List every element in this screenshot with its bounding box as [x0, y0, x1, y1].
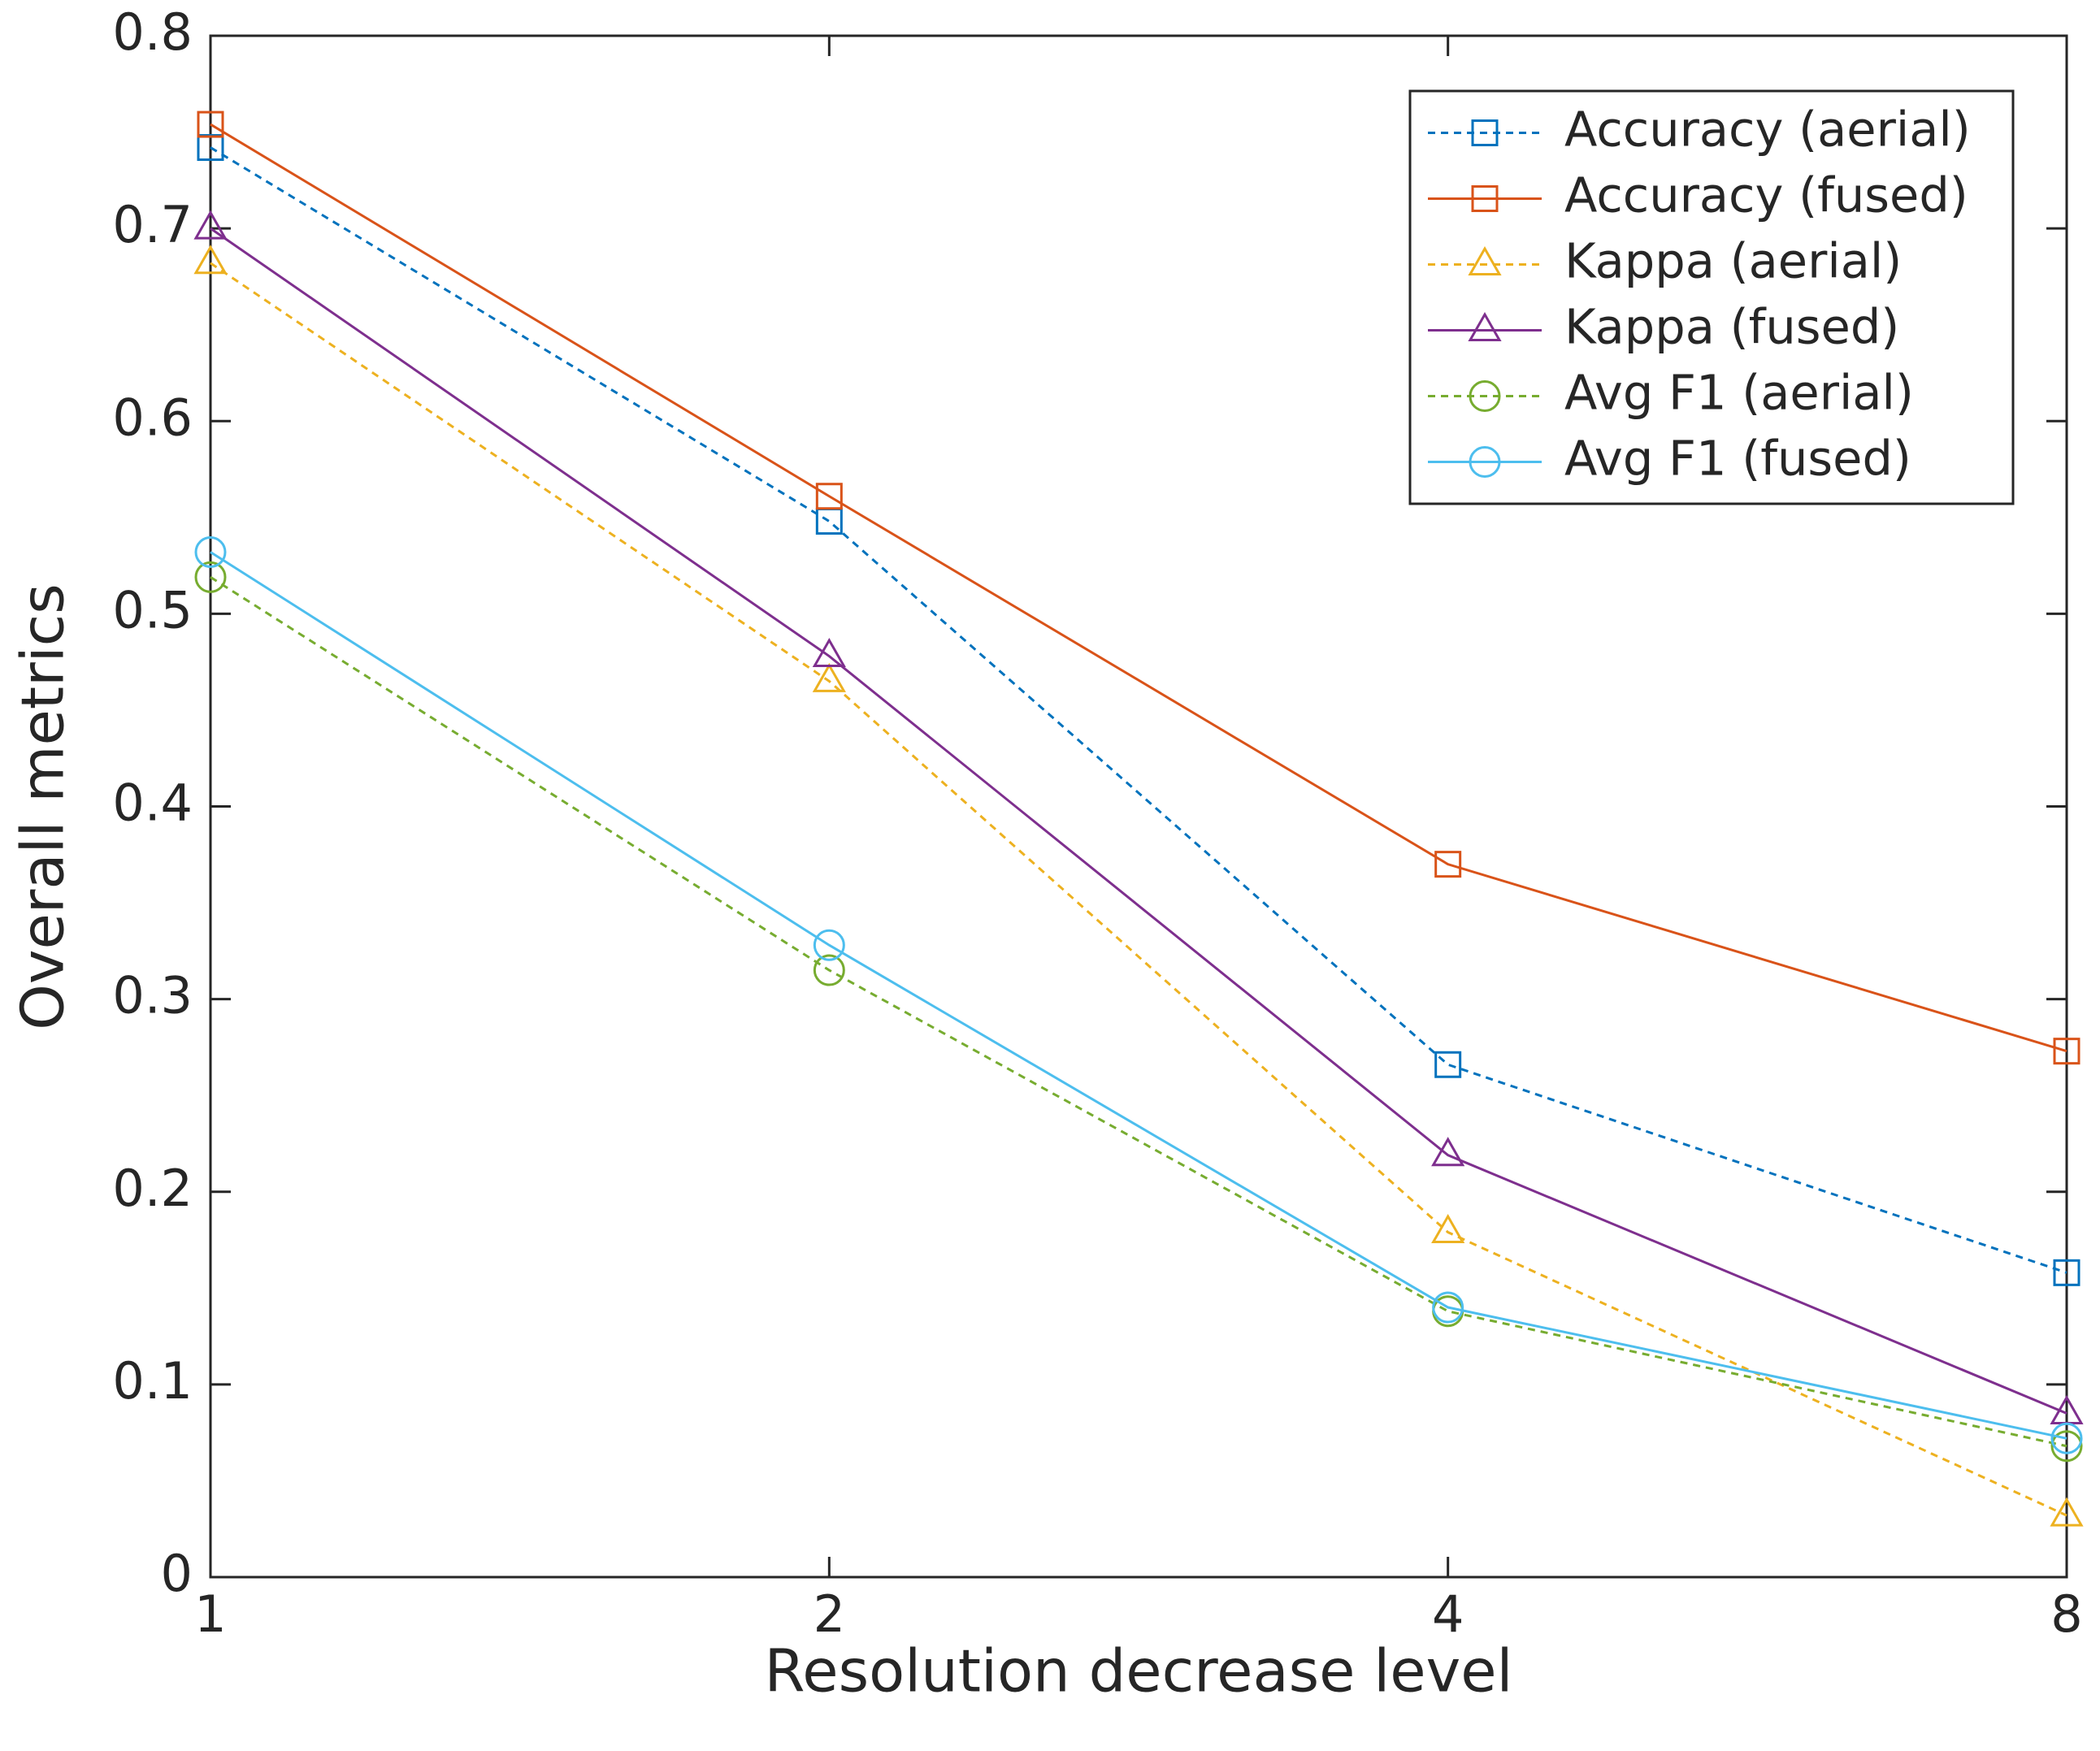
marker [194, 561, 227, 593]
legend-label: Accuracy (aerial) [1564, 102, 1971, 158]
legend-label: Avg F1 (aerial) [1564, 365, 1914, 421]
y-tick-label: 0.5 [112, 580, 193, 639]
series-line [210, 551, 2067, 1440]
x-tick-label: 4 [1432, 1584, 1464, 1644]
marker [2050, 1497, 2084, 1527]
y-tick-label: 0.1 [112, 1351, 193, 1411]
y-tick-label: 0.4 [112, 774, 193, 833]
x-tick-label: 2 [814, 1584, 845, 1644]
marker [2050, 1430, 2083, 1463]
x-tick-label: 8 [2050, 1584, 2082, 1644]
legend-marker [1471, 119, 1499, 146]
series-line [210, 123, 2067, 1053]
marker [194, 535, 227, 568]
marker [812, 662, 846, 692]
x-tick-label: 1 [194, 1584, 226, 1644]
legend-marker [1471, 185, 1499, 212]
legend-label: Avg F1 (fused) [1564, 431, 1911, 487]
y-tick-label: 0.8 [112, 2, 193, 62]
legend-label: Kappa (aerial) [1564, 233, 1902, 289]
marker [1432, 1291, 1464, 1324]
marker [2053, 1038, 2080, 1065]
marker [197, 111, 224, 138]
y-tick-label: 0 [161, 1544, 193, 1603]
y-axis-label: Overall metrics [9, 583, 77, 1030]
marker [812, 638, 846, 668]
y-tick-label: 0.6 [112, 388, 193, 447]
marker [197, 134, 224, 162]
legend-marker [1469, 446, 1501, 478]
marker [1431, 1137, 1465, 1167]
marker [1434, 1051, 1462, 1078]
legend-marker [1469, 380, 1501, 412]
legend-marker [1468, 245, 1502, 275]
marker [815, 483, 843, 510]
legend-label: Kappa (fused) [1564, 299, 1899, 355]
series-line [210, 146, 2067, 1274]
marker [1434, 851, 1462, 878]
marker [193, 245, 228, 275]
series-line [210, 576, 2067, 1448]
marker [1431, 1214, 1465, 1244]
marker [813, 929, 845, 961]
legend-label: Accuracy (fused) [1564, 167, 1968, 223]
marker [2050, 1422, 2083, 1454]
series-line [210, 227, 2067, 1415]
y-tick-label: 0.7 [112, 195, 193, 254]
y-tick-label: 0.3 [112, 966, 193, 1025]
marker [813, 954, 845, 986]
legend-box [1408, 89, 2015, 505]
marker [2053, 1259, 2080, 1286]
y-tick-label: 0.2 [112, 1159, 193, 1218]
marker [193, 210, 228, 240]
x-axis-label: Resolution decrease level [764, 1637, 1512, 1705]
legend-marker [1468, 311, 1502, 341]
